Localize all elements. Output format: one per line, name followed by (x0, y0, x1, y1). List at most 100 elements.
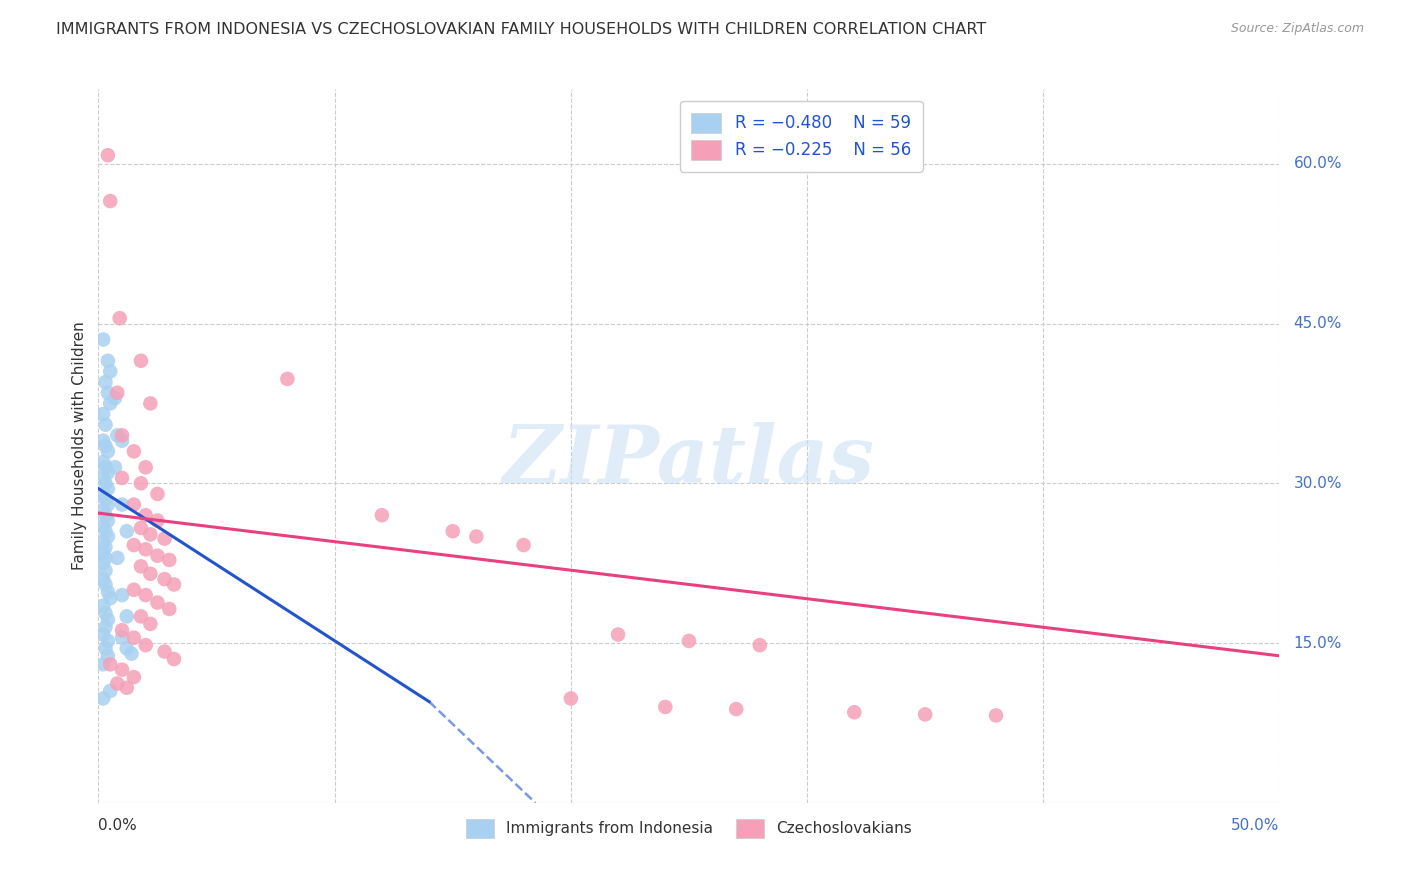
Point (97, 613, 120, 627)
Point (91, 556, 114, 570)
Point (94, 439, 117, 453)
Point (129, 353, 152, 368)
Point (97, 585, 120, 599)
Point (121, 647, 143, 661)
Point (139, 616, 162, 631)
Point (111, 588, 134, 602)
Point (94, 577, 117, 591)
Point (725, 702, 748, 716)
Point (91, 572, 114, 586)
Point (97, 648, 120, 663)
Point (91, 487, 114, 501)
Point (98, 684, 121, 698)
Point (98, 591, 121, 606)
Point (104, 460, 127, 475)
Point (654, 700, 676, 714)
Point (153, 572, 176, 586)
Point (607, 627, 630, 641)
Point (748, 638, 770, 652)
Point (135, 638, 157, 652)
Point (91, 627, 114, 641)
Point (153, 532, 176, 546)
Point (163, 577, 186, 591)
Point (94, 524, 117, 539)
Point (157, 602, 180, 616)
Point (111, 434, 134, 448)
Point (111, 631, 134, 645)
Point (984, 708, 1007, 723)
Point (94, 606, 117, 620)
Text: Source: ZipAtlas.com: Source: ZipAtlas.com (1230, 22, 1364, 36)
Point (91, 691, 114, 706)
Point (111, 663, 134, 677)
Point (135, 542, 157, 557)
Y-axis label: Family Households with Children: Family Households with Children (72, 322, 87, 570)
Point (146, 549, 169, 563)
Point (163, 652, 186, 666)
Text: 45.0%: 45.0% (1294, 316, 1341, 331)
Point (678, 634, 700, 648)
Point (111, 471, 134, 485)
Point (97, 529, 120, 543)
Point (135, 460, 157, 475)
Legend: Immigrants from Indonesia, Czechoslovakians: Immigrants from Indonesia, Czechoslovaki… (460, 813, 918, 844)
Point (139, 527, 162, 541)
Point (94, 620, 117, 634)
Text: 60.0%: 60.0% (1294, 156, 1343, 171)
Point (91, 534, 114, 549)
Point (512, 538, 534, 552)
Point (122, 538, 145, 552)
Text: 15.0%: 15.0% (1294, 635, 1341, 650)
Point (115, 681, 138, 695)
Point (91, 599, 114, 613)
Point (91, 545, 114, 559)
Point (139, 566, 162, 581)
Point (98, 396, 121, 410)
Point (91, 434, 114, 448)
Point (146, 514, 169, 528)
Point (276, 372, 298, 386)
Point (122, 582, 145, 597)
Point (94, 564, 117, 578)
Point (108, 311, 131, 326)
Point (111, 428, 134, 442)
Point (122, 631, 145, 645)
Point (91, 455, 114, 469)
Point (465, 529, 488, 543)
Point (97, 353, 120, 368)
Point (94, 641, 117, 656)
Point (98, 364, 121, 378)
Point (135, 508, 157, 523)
Point (97, 514, 120, 528)
Point (91, 519, 114, 533)
Text: 50.0%: 50.0% (1232, 818, 1279, 833)
Point (97, 498, 120, 512)
Point (91, 407, 114, 421)
Point (371, 508, 394, 523)
Point (97, 634, 120, 648)
Point (139, 396, 162, 410)
Point (115, 609, 138, 624)
Point (97, 482, 120, 496)
Point (129, 476, 152, 491)
Point (91, 471, 114, 485)
Point (91, 503, 114, 517)
Text: IMMIGRANTS FROM INDONESIA VS CZECHOSLOVAKIAN FAMILY HOUSEHOLDS WITH CHILDREN COR: IMMIGRANTS FROM INDONESIA VS CZECHOSLOVA… (56, 22, 987, 37)
Point (129, 609, 152, 624)
Point (111, 624, 134, 638)
Point (105, 550, 128, 565)
Point (97, 148, 120, 162)
Point (844, 706, 866, 720)
Point (104, 391, 127, 405)
Point (91, 657, 114, 672)
Point (146, 487, 169, 501)
Point (122, 670, 145, 684)
Text: ZIPatlas: ZIPatlas (503, 422, 875, 499)
Point (122, 498, 145, 512)
Point (97, 466, 120, 480)
Point (94, 460, 117, 475)
Point (560, 691, 582, 706)
Point (914, 707, 936, 722)
Point (105, 428, 128, 442)
Point (115, 641, 138, 656)
